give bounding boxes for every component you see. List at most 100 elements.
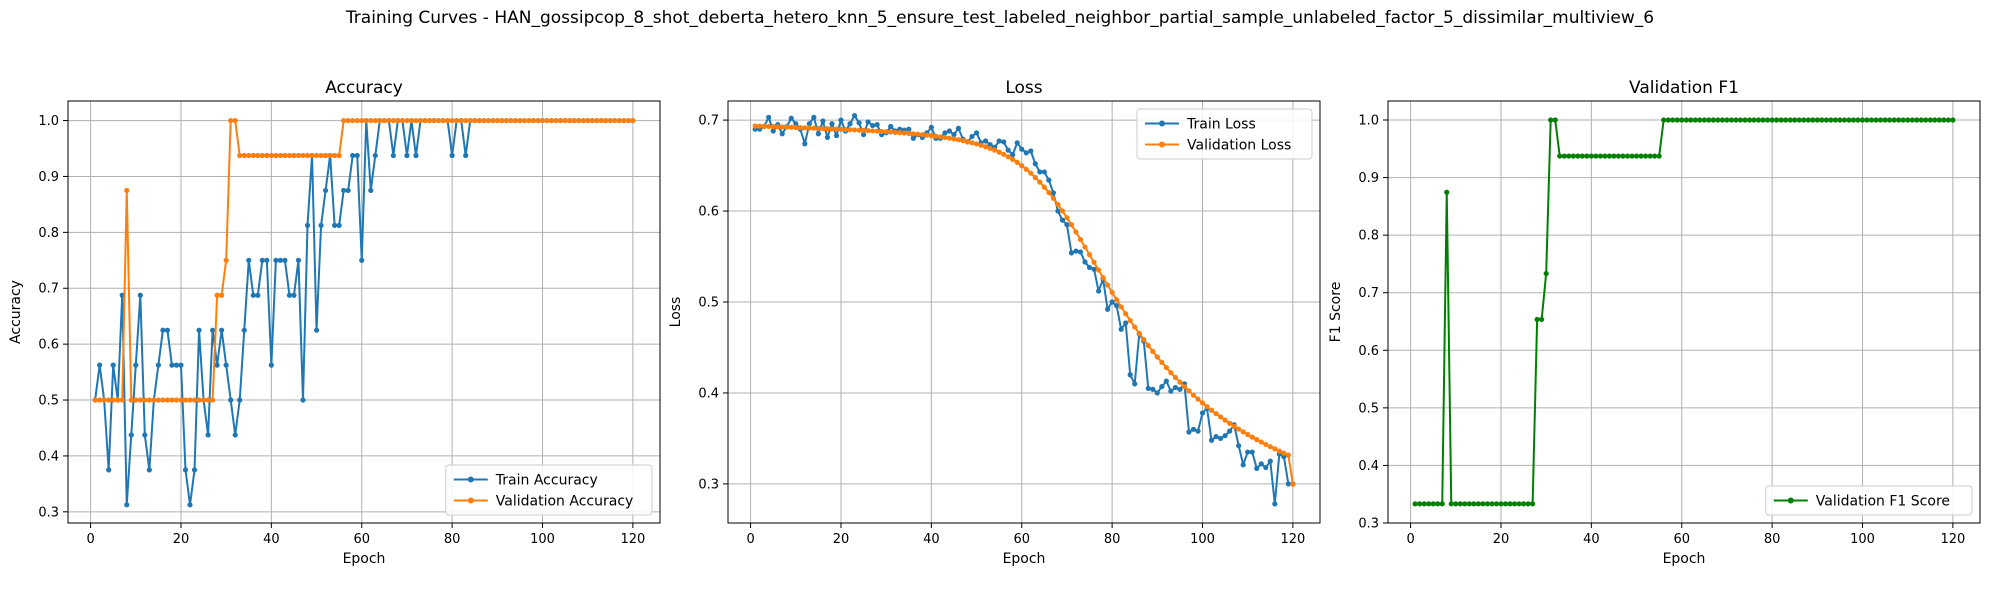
data-point — [1032, 161, 1038, 167]
data-point — [1421, 501, 1427, 507]
y-tick-label: 0.5 — [1358, 401, 1379, 416]
data-point — [793, 124, 799, 131]
data-point — [386, 117, 392, 124]
data-point — [187, 502, 193, 508]
legend-swatch-marker — [1787, 497, 1794, 504]
data-point — [463, 117, 469, 124]
data-point — [897, 130, 903, 136]
data-point — [1932, 117, 1938, 123]
data-point — [1231, 423, 1237, 429]
data-point — [996, 149, 1002, 155]
data-point — [146, 397, 152, 403]
data-point — [1719, 117, 1726, 123]
plot-frame — [67, 100, 661, 524]
data-point — [1647, 153, 1653, 159]
y-axis-label: F1 Score — [1328, 282, 1344, 343]
data-point — [987, 142, 993, 148]
data-point — [1909, 117, 1915, 123]
data-point — [1642, 153, 1649, 159]
y-axis-label: Loss — [668, 297, 684, 328]
data-point — [820, 118, 826, 124]
data-point — [1163, 364, 1169, 371]
data-point — [1199, 400, 1206, 406]
data-point — [264, 152, 270, 159]
data-point — [205, 432, 211, 438]
data-point — [232, 117, 238, 124]
data-point — [1172, 384, 1178, 391]
data-point — [1606, 153, 1613, 159]
data-point — [815, 125, 821, 131]
data-point — [219, 327, 225, 333]
data-point — [268, 362, 274, 368]
data-point — [1439, 501, 1445, 507]
data-point — [137, 292, 143, 298]
data-point — [779, 124, 785, 130]
data-point — [928, 133, 934, 139]
data-point — [847, 121, 853, 127]
data-point — [955, 125, 962, 131]
data-point — [277, 152, 283, 159]
data-point — [1050, 190, 1056, 196]
data-point — [1118, 326, 1124, 332]
data-point — [1217, 414, 1224, 420]
data-point — [1823, 117, 1829, 123]
data-point — [1701, 117, 1707, 123]
data-point — [535, 117, 541, 124]
data-point — [1046, 177, 1052, 183]
data-point — [788, 115, 794, 121]
data-point — [1005, 154, 1011, 160]
data-point — [1575, 153, 1581, 159]
data-point — [1091, 266, 1097, 272]
x-tick-label: 100 — [1190, 532, 1215, 547]
data-point — [1489, 501, 1495, 507]
data-point — [237, 397, 243, 403]
data-point — [241, 152, 247, 159]
data-point — [571, 117, 577, 124]
data-point — [1570, 153, 1576, 159]
data-point — [476, 117, 482, 124]
data-point — [942, 130, 948, 136]
data-point — [390, 152, 396, 159]
data-point — [607, 117, 613, 124]
data-point — [472, 117, 478, 124]
legend: Train Accuracy Validation Accuracy — [445, 464, 653, 516]
data-point — [1263, 441, 1269, 448]
data-point — [1484, 501, 1491, 507]
data-point — [359, 117, 365, 124]
data-point — [598, 117, 604, 124]
data-point — [1077, 236, 1084, 243]
data-point — [255, 292, 261, 298]
x-tick-label: 60 — [1013, 532, 1030, 547]
chart-panel-1: 0 20 40 60 80 100 120 0.3 0.4 0.5 0.6 0.7 0.8 0.9 1.0 A… — [8, 78, 661, 567]
data-point — [1751, 117, 1757, 123]
data-point — [1236, 426, 1242, 432]
data-point — [865, 128, 871, 134]
data-point — [124, 502, 130, 508]
x-tick-label: 100 — [1850, 532, 1875, 547]
data-point — [1222, 417, 1228, 423]
x-tick-label: 100 — [530, 532, 555, 547]
data-point — [503, 117, 509, 124]
data-point — [1114, 297, 1120, 303]
data-point — [1254, 437, 1260, 443]
data-point — [336, 222, 342, 228]
data-point — [1086, 252, 1093, 258]
data-point — [1114, 303, 1120, 309]
data-point — [1245, 449, 1251, 455]
data-point — [1168, 388, 1174, 394]
data-point — [137, 397, 143, 403]
y-tick-label: 0.4 — [698, 386, 719, 401]
data-point — [1665, 117, 1671, 123]
data-point — [304, 152, 311, 159]
data-point — [1417, 501, 1423, 507]
data-point — [888, 129, 894, 135]
y-tick-label: 0.6 — [698, 205, 719, 220]
data-point — [1127, 317, 1133, 324]
y-tick-label: 0.8 — [1358, 229, 1379, 244]
chart-panel-2: 0 20 40 60 80 100 120 0.3 0.4 0.5 0.6 0.7 Loss Epoch L… — [668, 78, 1321, 567]
data-point — [811, 114, 817, 120]
data-point — [1082, 244, 1088, 250]
series-2 — [752, 123, 1296, 487]
data-point — [553, 117, 559, 124]
data-point — [313, 327, 320, 333]
